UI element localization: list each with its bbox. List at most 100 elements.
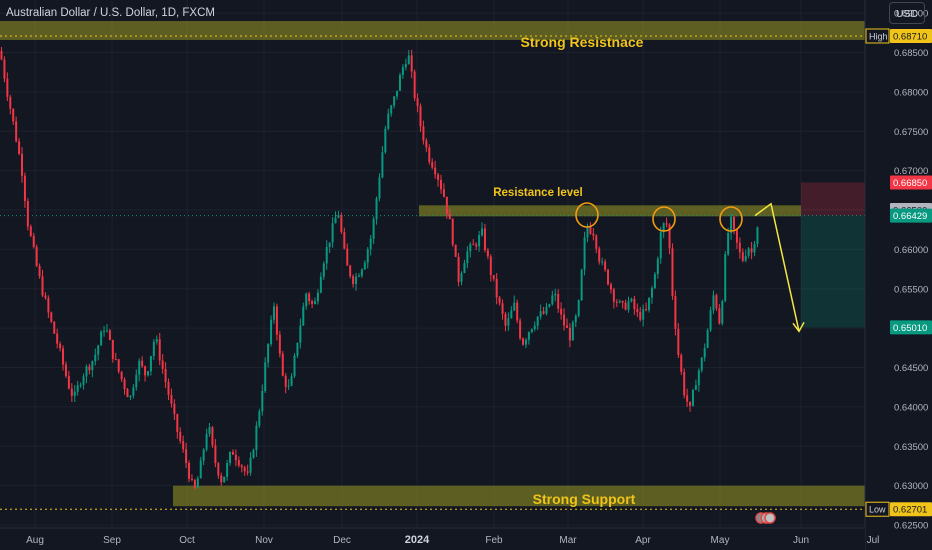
candle-body (173, 403, 176, 415)
candle-body (343, 231, 346, 249)
candle-body (161, 360, 164, 369)
candle-body (609, 284, 612, 290)
candle-body (355, 276, 358, 285)
candle-body (249, 457, 252, 473)
candle-body (460, 273, 463, 282)
price-label-value: 0.65010 (893, 323, 927, 334)
candle-body (507, 318, 510, 326)
candle-body (633, 298, 636, 310)
price-label-current (890, 208, 932, 223)
candle-body (545, 306, 548, 314)
candle-body (727, 232, 730, 255)
candle-body (44, 295, 47, 299)
candle-body (492, 275, 495, 279)
candle-body (404, 64, 407, 68)
candle-body (164, 368, 167, 382)
candle-body (536, 316, 539, 326)
candle-body (592, 233, 595, 236)
candle-body (668, 224, 671, 249)
candle-body (220, 475, 223, 483)
candle-body (378, 177, 381, 199)
candle-body (267, 344, 270, 363)
candle-body (495, 278, 498, 298)
currency-button[interactable]: USD (889, 2, 925, 24)
candle-body (753, 243, 756, 253)
y-tick-label: 0.67000 (894, 166, 928, 177)
candle-body (91, 361, 94, 371)
candle-body (469, 244, 472, 252)
candle-body (105, 330, 108, 332)
candle-body (252, 450, 255, 458)
candle-body (586, 227, 589, 238)
strong-resistance-label: Strong Resistnace (521, 34, 644, 50)
candle-body (381, 152, 384, 178)
candle-body (574, 315, 577, 323)
candle-body (290, 376, 293, 386)
candle-body (240, 465, 243, 468)
candle-body (149, 356, 152, 372)
zone-box (173, 485, 865, 507)
projection-arrow (754, 202, 800, 332)
candle-body (196, 478, 199, 489)
candle-body (630, 298, 633, 302)
candle-body (516, 302, 519, 321)
candle-body (604, 261, 607, 270)
candle-body (554, 293, 557, 296)
candle-body (683, 371, 686, 396)
candle-body (0, 50, 3, 60)
candle-body (214, 445, 217, 464)
x-tick-label: Apr (635, 535, 651, 546)
candle-body (396, 90, 399, 97)
candle-body (281, 353, 284, 376)
price-label-value: 0.66429 (893, 211, 927, 222)
candle-body (47, 298, 50, 313)
candle-body (123, 379, 126, 390)
candle-body (170, 395, 173, 404)
strong-support-label: Strong Support (533, 491, 636, 507)
candle-body (730, 216, 733, 233)
candle-body (715, 295, 718, 309)
candle-body (744, 255, 747, 261)
candle-body (451, 219, 454, 245)
x-tick-label: Oct (179, 535, 195, 546)
candle-body (155, 339, 158, 342)
candle-body (390, 105, 393, 114)
candle-body (15, 121, 18, 142)
candle-body (357, 275, 360, 277)
candle-body (6, 78, 9, 97)
candle-body (360, 269, 363, 276)
candle-body (346, 248, 349, 266)
candle-body (431, 161, 434, 168)
candle-body (648, 297, 651, 311)
price-tag-box (865, 28, 890, 44)
arrow-head (792, 321, 805, 333)
candle-body (428, 147, 431, 162)
candle-body (208, 427, 211, 434)
candle-body (100, 331, 103, 346)
candle-body (580, 269, 583, 301)
candle-body (442, 189, 445, 197)
candle-body (275, 306, 278, 335)
chart-title: Australian Dollar / U.S. Dollar, 1D, FXC… (6, 7, 215, 19)
candle-body (557, 293, 560, 309)
candle-body (316, 292, 319, 302)
candles (0, 46, 759, 490)
y-tick-label: 0.63500 (894, 442, 928, 453)
price-label-stop (890, 175, 932, 190)
candle-body (612, 289, 615, 302)
candle-body (733, 216, 735, 230)
candle-body (393, 96, 396, 106)
candle-body (703, 347, 706, 358)
candle-body (308, 293, 311, 302)
candle-body (501, 303, 504, 314)
candle-body (519, 320, 522, 339)
candle-body (18, 141, 21, 154)
candle-body (205, 433, 208, 450)
x-tick-label: Aug (26, 535, 44, 546)
candle-body (258, 411, 261, 426)
candle-body (226, 462, 229, 477)
candle-body (653, 274, 656, 289)
candle-body (311, 301, 314, 304)
x-tick-label: Feb (485, 535, 503, 546)
